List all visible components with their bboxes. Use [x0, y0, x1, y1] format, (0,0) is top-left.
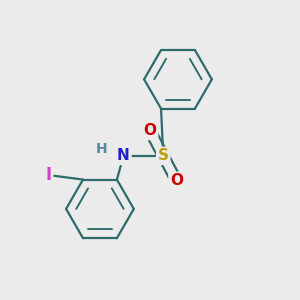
Text: H: H [96, 142, 107, 155]
Text: O: O [143, 123, 157, 138]
Text: S: S [158, 148, 169, 164]
Text: I: I [45, 166, 52, 184]
Text: O: O [170, 173, 183, 188]
Text: N: N [117, 148, 130, 164]
